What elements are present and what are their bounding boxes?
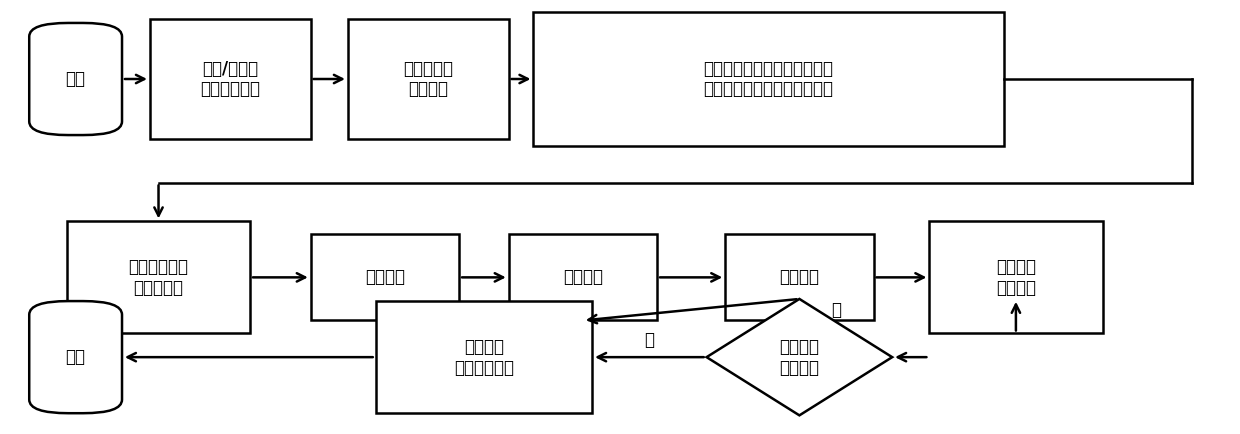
Text: 给定控制点坐
标变化范围: 给定控制点坐 标变化范围 [129, 258, 188, 297]
Bar [347, 19, 508, 139]
Text: 最优方案
三维几何重构: 最优方案 三维几何重构 [454, 338, 513, 377]
Bar [311, 234, 459, 320]
FancyBboxPatch shape [30, 301, 122, 413]
Text: 开始: 开始 [66, 70, 86, 88]
Text: 风扇/压气机
初始三维几何: 风扇/压气机 初始三维几何 [201, 59, 260, 99]
Text: 是否满足
优化目标: 是否满足 优化目标 [780, 338, 820, 377]
Text: 边界条件: 边界条件 [365, 268, 405, 286]
Bar [67, 221, 250, 333]
Text: 结束: 结束 [66, 348, 86, 366]
Bar [150, 19, 311, 139]
Bar [508, 234, 657, 320]
Polygon shape [707, 299, 893, 415]
Text: 否: 否 [832, 301, 842, 319]
Bar [376, 301, 593, 413]
Text: 网格划分: 网格划分 [780, 268, 820, 286]
Bar [725, 234, 874, 320]
Text: 几何生成: 几何生成 [563, 268, 603, 286]
Bar [929, 221, 1102, 333]
Text: 获取控制点
参数信息: 获取控制点 参数信息 [403, 59, 454, 99]
Text: 是: 是 [645, 331, 655, 349]
FancyBboxPatch shape [30, 23, 122, 135]
Bar [533, 12, 1003, 146]
Text: 保持设计流量约束条件，以总
压比和绝热效率为目标函数。: 保持设计流量约束条件，以总 压比和绝热效率为目标函数。 [703, 59, 833, 99]
Text: 三维粘性
流场计算: 三维粘性 流场计算 [996, 258, 1035, 297]
